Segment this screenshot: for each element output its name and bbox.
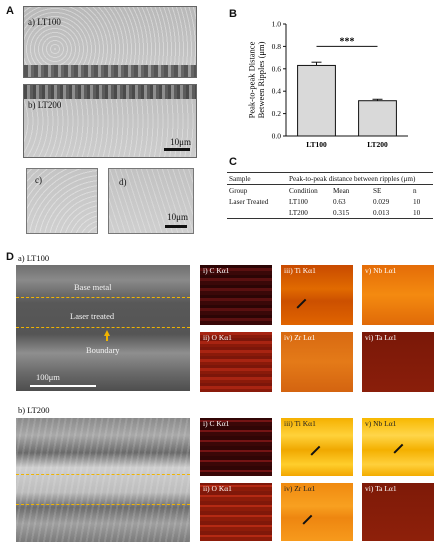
table-header-row: Sample Peak-to-peak distance between rip… (227, 173, 433, 185)
bar-chart: 0.0 0.2 0.4 0.6 0.8 1.0 Peak-to-peak DistanceB… (246, 20, 408, 149)
table-row: Laser Treated LT100 0.63 0.029 10 (227, 196, 433, 207)
sem-label-lt100: a) LT100 (28, 17, 61, 27)
scale-bar (164, 148, 190, 151)
x-tick-label: LT200 (367, 140, 388, 149)
eds-map-nb: v) Nb Lα1 (362, 418, 434, 476)
map-label: iv) Zr Lα1 (284, 333, 316, 342)
thumb-label-d: d) (119, 177, 127, 187)
eds-map-ti: iii) Ti Kα1 (281, 418, 353, 476)
map-label: iii) Ti Kα1 (284, 419, 316, 428)
table-cell: 10 (413, 208, 421, 217)
subheader-cell: SE (373, 186, 382, 195)
sem-image-lt200: b) LT200 10μm (23, 84, 197, 158)
arrow-icon (296, 298, 307, 309)
boundary-arrow-icon (104, 330, 110, 336)
arrow-icon (302, 514, 313, 525)
y-tick-label: 0.4 (272, 87, 282, 96)
eds-map-zr: iv) Zr Lα1 (281, 483, 353, 541)
boundary-line (16, 327, 190, 328)
panel-c-letter: C (229, 156, 237, 168)
header-measure: Peak-to-peak distance between ripples (μ… (289, 174, 416, 183)
eds-map-ta: vi) Ta Lα1 (362, 332, 434, 392)
eds-map-c: i) C Kα1 (200, 418, 272, 476)
y-tick-label: 0.0 (272, 132, 282, 141)
subheader-cell: Condition (289, 186, 318, 195)
table-cell: LT100 (289, 197, 308, 206)
eds-label-lt200: b) LT200 (18, 405, 50, 415)
sem-thumb-c: c) (26, 168, 98, 234)
map-label: vi) Ta Lα1 (365, 333, 397, 342)
panel-d-letter: D (6, 251, 14, 263)
boundary-line (16, 474, 190, 475)
stats-table-grid: Sample Peak-to-peak distance between rip… (227, 173, 433, 219)
y-tick-label: 0.8 (272, 42, 282, 51)
header-sample: Sample (229, 174, 251, 183)
eds-map-ta: vi) Ta Lα1 (362, 483, 434, 541)
sem-thumb-d: d) 10μm (108, 168, 194, 234)
table-cell: 10 (413, 197, 421, 206)
boundary-label: Boundary (86, 345, 120, 355)
map-label: iv) Zr Lα1 (284, 484, 316, 493)
map-label: v) Nb Lα1 (365, 419, 397, 428)
table-cell: 0.029 (373, 197, 390, 206)
bar-lt200 (358, 100, 397, 137)
map-label: v) Nb Lα1 (365, 266, 397, 275)
y-tick-label: 0.6 (272, 64, 282, 73)
table-cell: Laser Treated (229, 197, 269, 206)
map-label: i) C Kα1 (203, 419, 230, 428)
boundary-arrow-shaft (106, 335, 108, 341)
scale-label: 10μm (167, 212, 188, 222)
laser-treated-label: Laser treated (70, 311, 115, 321)
y-tick-label: 0.2 (272, 109, 282, 118)
panel-b-letter: B (229, 8, 237, 20)
map-label: i) C Kα1 (203, 266, 230, 275)
scale-label: 100μm (36, 372, 60, 382)
table-cell: LT200 (289, 208, 308, 217)
x-tick-label: LT100 (306, 140, 327, 149)
sem-edge (24, 85, 196, 99)
scale-label: 10μm (170, 137, 191, 147)
table-cell: 0.63 (333, 197, 346, 206)
map-label: iii) Ti Kα1 (284, 266, 316, 275)
boundary-line (16, 297, 190, 298)
eds-map-o: ii) O Kα1 (200, 332, 272, 392)
eds-map-c: i) C Kα1 (200, 265, 272, 325)
sem-label-lt200: b) LT200 (28, 100, 62, 110)
map-label: ii) O Kα1 (203, 333, 232, 342)
sem-image-eds-lt100: Base metal Laser treated Boundary 100μm (16, 265, 190, 391)
eds-map-nb: v) Nb Lα1 (362, 265, 434, 325)
sem-image-eds-lt200 (16, 418, 190, 542)
subheader-cell: n (413, 186, 417, 195)
table-cell: 0.013 (373, 208, 390, 217)
thumb-label-c: c) (35, 175, 42, 185)
table-cell (227, 207, 287, 219)
panel-a-letter: A (6, 5, 14, 17)
table-cell: 0.315 (333, 208, 350, 217)
table-row: LT200 0.315 0.013 10 (227, 207, 433, 219)
sem-image-lt100: a) LT100 (23, 6, 197, 78)
map-label: ii) O Kα1 (203, 484, 232, 493)
subheader-cell: Group (229, 186, 248, 195)
table-subheader-row: Group Condition Mean SE n (227, 184, 433, 197)
y-tick-label: 1.0 (272, 20, 282, 29)
scale-bar (165, 225, 187, 228)
eds-label-lt100: a) LT100 (18, 253, 50, 263)
eds-map-ti: iii) Ti Kα1 (281, 265, 353, 325)
boundary-line (16, 504, 190, 505)
scale-bar (30, 385, 96, 387)
y-axis-label: Peak-to-peak DistanceBetween Ripples (μm… (246, 41, 266, 118)
stats-table: Sample Peak-to-peak distance between rip… (227, 172, 433, 219)
subheader-cell: Mean (333, 186, 350, 195)
bar-lt100 (297, 64, 336, 137)
eds-map-o: ii) O Kα1 (200, 483, 272, 541)
base-metal-label: Base metal (74, 282, 112, 292)
sem-edge (24, 65, 196, 77)
significance-label: *** (340, 36, 355, 47)
arrow-icon (393, 443, 404, 454)
arrow-icon (310, 445, 321, 456)
map-label: vi) Ta Lα1 (365, 484, 397, 493)
eds-map-zr: iv) Zr Lα1 (281, 332, 353, 392)
